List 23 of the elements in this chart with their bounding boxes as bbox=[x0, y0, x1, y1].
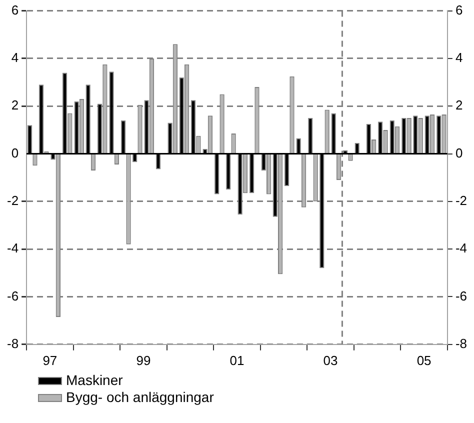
x-tick-label: 05 bbox=[416, 352, 432, 368]
y2-tick-label: -8 bbox=[6, 336, 19, 351]
x-tick-label: 03 bbox=[323, 352, 338, 368]
y2-tick-label: -2 bbox=[6, 193, 19, 208]
x-tick-label: 99 bbox=[136, 352, 151, 368]
legend-label: Bygg- och anläggningar bbox=[66, 389, 214, 406]
y-tick-label: -2 bbox=[455, 193, 468, 208]
legend-label: Maskiner bbox=[66, 372, 123, 389]
x-tick-label: 01 bbox=[230, 352, 244, 368]
y-tick-label: 2 bbox=[455, 98, 463, 113]
y2-tick-label: 2 bbox=[11, 98, 19, 113]
x-tick-label: 97 bbox=[42, 352, 58, 368]
y-tick-label: 0 bbox=[455, 145, 463, 160]
y2-tick-label: 6 bbox=[11, 2, 19, 18]
y-tick-label: -6 bbox=[455, 288, 468, 304]
y2-tick-label: -4 bbox=[6, 240, 19, 256]
y2-tick-label: 4 bbox=[11, 50, 19, 66]
y2-tick-label: 0 bbox=[11, 145, 19, 160]
y2-tick-label: -6 bbox=[6, 288, 19, 304]
y-tick-label: 4 bbox=[455, 50, 463, 66]
y-tick-label: 6 bbox=[455, 2, 463, 18]
y-tick-label: -8 bbox=[455, 336, 468, 351]
y-tick-label: -4 bbox=[455, 240, 468, 256]
